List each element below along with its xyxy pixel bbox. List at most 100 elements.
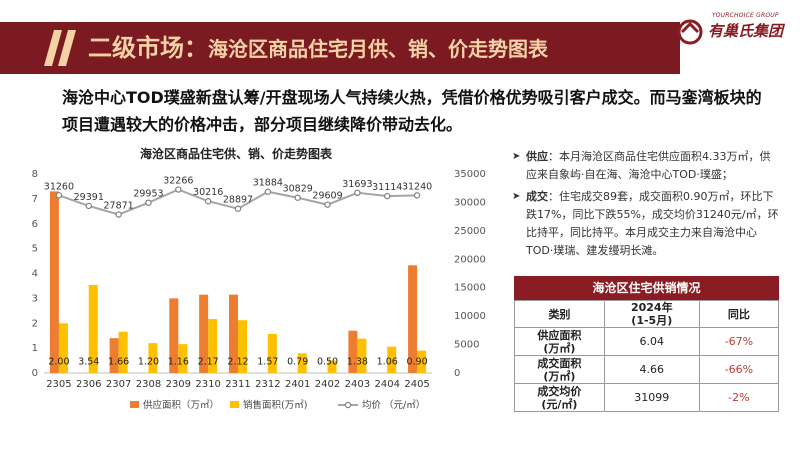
table-header-category: 类别 <box>514 300 605 328</box>
x-tick-label: 2311 <box>225 379 250 390</box>
price-point <box>294 194 301 201</box>
price-data-label: 30216 <box>193 187 223 198</box>
header-band <box>0 22 680 74</box>
legend-sales-label: 销售面积(万㎡) <box>243 399 307 411</box>
y-left-tick-label: 5 <box>32 244 38 255</box>
supply-sales-table: 海沧区住宅供销情况 类别 2024年 (1-5月) 同比 供应面积 (万㎡) 6… <box>514 276 780 412</box>
x-tick-label: 2309 <box>166 379 191 390</box>
price-point <box>234 205 242 212</box>
y-right-tick-label: 20000 <box>454 254 486 265</box>
price-point <box>145 199 152 206</box>
sales-bar <box>297 353 307 373</box>
supply-bar <box>49 191 59 373</box>
row-label: 供应面积 (万㎡) <box>514 327 605 356</box>
supply-bar <box>109 338 119 373</box>
legend-price-marker <box>344 401 352 409</box>
price-point <box>115 211 122 218</box>
sales-bar <box>58 323 68 373</box>
y-left-tick-label: 8 <box>32 169 38 180</box>
note-supply-text: ：本月海沧区商品住宅供应面积4.33万㎡，供应来自象屿·自在海、海沧中心TOD·… <box>526 150 771 181</box>
y-left-tick-label: 0 <box>32 368 38 379</box>
table-row: 成交面积 (万㎡) 4.66 -66% <box>514 355 780 384</box>
y-right-tick-label: 25000 <box>454 226 486 237</box>
logo-english: YOURCHOICE GROUP <box>712 12 779 19</box>
row-yoy: -2% <box>698 383 780 412</box>
row-yoy: -66% <box>698 355 780 384</box>
sales-data-label: 1.20 <box>138 356 159 367</box>
sales-data-label: 0.90 <box>406 356 427 367</box>
x-tick-label: 2405 <box>404 379 429 390</box>
sales-bar <box>238 320 247 373</box>
price-data-label: 32266 <box>163 176 193 187</box>
supply-bar <box>229 294 238 373</box>
company-logo-icon <box>677 19 703 45</box>
sales-bar <box>417 350 427 373</box>
price-data-label: 31240 <box>402 181 432 192</box>
sales-data-label: 1.66 <box>108 356 129 367</box>
note-deals: ➤ 成交：住宅成交89套，成交面积0.90万㎡，环比下跌17%，同比下跌55%，… <box>512 188 780 260</box>
price-data-label: 28897 <box>223 195 253 206</box>
sales-data-label: 1.57 <box>257 356 278 367</box>
row-value: 6.04 <box>603 327 700 356</box>
supply-bar <box>348 330 358 373</box>
sales-data-label: 1.06 <box>377 356 398 367</box>
bullet-arrow-icon: ➤ <box>512 191 521 202</box>
y-left-tick-label: 1 <box>32 343 38 354</box>
y-left-tick-label: 7 <box>32 194 38 205</box>
sales-data-label: 0.50 <box>317 356 338 367</box>
supply-bar <box>199 294 209 373</box>
table-title: 海沧区住宅供销情况 <box>514 276 779 300</box>
x-tick-label: 2306 <box>76 379 101 390</box>
sales-data-label: 2.12 <box>227 356 248 367</box>
price-data-label: 29609 <box>312 191 342 202</box>
y-right-tick-label: 15000 <box>454 283 486 294</box>
row-value: 4.66 <box>603 355 700 384</box>
sales-bar <box>387 346 397 373</box>
price-point <box>175 186 182 193</box>
x-tick-label: 2402 <box>315 379 340 390</box>
price-point <box>204 198 212 205</box>
table-header-period: 2024年 (1-5月) <box>603 300 700 328</box>
sales-data-label: 1.38 <box>347 356 368 367</box>
price-data-label: 27871 <box>103 201 133 212</box>
legend-supply-label: 供应面积（万㎡） <box>143 399 219 411</box>
price-point <box>384 192 391 200</box>
x-tick-label: 2312 <box>255 379 280 390</box>
sales-data-label: 2.17 <box>198 356 219 367</box>
row-value: 31099 <box>603 383 700 412</box>
sales-data-label: 2.00 <box>48 356 69 367</box>
x-tick-label: 2308 <box>136 379 161 390</box>
sales-bar <box>208 319 218 373</box>
sales-bar <box>148 343 158 373</box>
sales-bar <box>267 333 277 373</box>
y-right-tick-label: 35000 <box>454 169 486 180</box>
bullet-arrow-icon: ➤ <box>512 151 521 162</box>
supply-bar <box>408 265 418 373</box>
row-label: 成交面积 (万㎡) <box>514 355 605 384</box>
y-left-tick-label: 2 <box>32 318 38 329</box>
note-supply-key: 供应 <box>526 150 548 163</box>
y-right-tick-label: 30000 <box>454 197 486 208</box>
table-row: 供应面积 (万㎡) 6.04 -67% <box>514 327 780 356</box>
sales-data-label: 1.16 <box>168 356 189 367</box>
header-stripes-icon <box>44 30 76 66</box>
sales-data-label: 0.79 <box>287 356 308 367</box>
price-data-label: 31884 <box>253 178 283 189</box>
y-right-tick-label: 5000 <box>454 340 479 351</box>
x-tick-label: 2401 <box>285 379 310 390</box>
price-data-label: 31114 <box>372 182 402 193</box>
page-title: 二级市场：海沧区商品住宅月供、销、价走势图表 <box>88 34 548 62</box>
note-deals-key: 成交 <box>526 190 548 203</box>
price-point <box>55 192 63 199</box>
table-row: 成交均价 (元/㎡) 31099 -2% <box>514 383 780 412</box>
price-data-label: 31693 <box>342 179 372 190</box>
price-data-label: 29391 <box>74 192 104 203</box>
supply-bar <box>169 298 179 373</box>
y-right-tick-label: 10000 <box>454 311 486 322</box>
x-tick-label: 2403 <box>345 379 370 390</box>
x-tick-label: 2310 <box>195 379 220 390</box>
x-tick-label: 2307 <box>106 379 131 390</box>
chart-title: 海沧区商品住宅供、销、价走势图表 <box>140 147 333 161</box>
sales-bar <box>327 360 337 373</box>
price-point <box>324 201 331 208</box>
